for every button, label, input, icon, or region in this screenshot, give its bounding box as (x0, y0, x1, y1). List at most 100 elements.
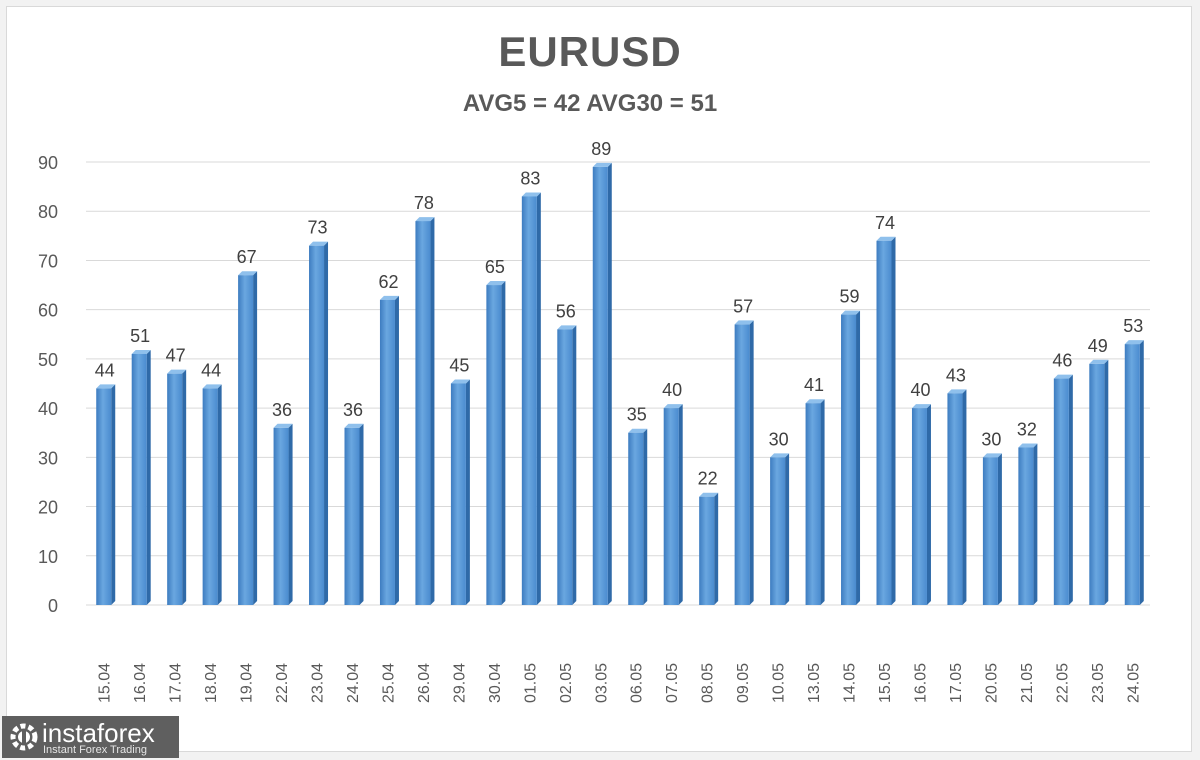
bar (770, 457, 786, 605)
bar-side (785, 453, 790, 605)
bar-side (146, 349, 151, 605)
bar-side (1033, 443, 1038, 605)
x-tick-label: 13.05 (806, 663, 823, 703)
data-label: 41 (804, 375, 824, 395)
x-tick-label: 23.04 (310, 663, 327, 703)
bar-top (521, 192, 541, 197)
data-label: 40 (662, 380, 682, 400)
bar (450, 383, 466, 605)
data-label: 65 (485, 257, 505, 277)
x-tick-label: 09.05 (735, 663, 752, 703)
data-label: 44 (95, 360, 115, 380)
y-tick-label: 50 (38, 350, 58, 370)
data-label: 30 (769, 429, 789, 449)
y-tick-label: 20 (38, 498, 58, 518)
bar (911, 408, 927, 605)
y-tick-label: 30 (38, 448, 58, 468)
bar-side (430, 217, 435, 606)
bar-top (344, 423, 364, 428)
bar (238, 275, 254, 605)
bar-side (359, 423, 364, 605)
y-tick-label: 60 (38, 301, 58, 321)
x-tick-label: 22.05 (1054, 663, 1071, 703)
x-tick-label: 24.04 (345, 663, 362, 703)
bar-top (947, 389, 967, 394)
bar-top (734, 320, 754, 325)
x-tick-label: 29.04 (451, 663, 468, 703)
bar (734, 324, 750, 605)
bar (876, 240, 892, 605)
x-tick-label: 20.05 (983, 663, 1000, 703)
x-tick-label: 18.04 (203, 663, 220, 703)
watermark-tagline: Instant Forex Trading (43, 744, 147, 756)
data-label: 62 (378, 272, 398, 292)
bar-side (607, 162, 612, 605)
x-tick-label: 22.04 (274, 663, 291, 703)
bar-side (678, 404, 683, 605)
x-tick-label: 26.04 (416, 663, 433, 703)
bar (947, 393, 963, 605)
bar-top (450, 379, 470, 384)
bar-top (309, 241, 329, 246)
bar (1089, 363, 1105, 605)
bar (663, 408, 679, 605)
bar-side (394, 295, 399, 605)
bar-side (926, 404, 931, 605)
bar-side (501, 281, 506, 605)
y-tick-label: 0 (48, 596, 58, 616)
data-label: 57 (733, 296, 753, 316)
bar-top (841, 310, 861, 315)
bar-top (876, 236, 896, 241)
x-tick-label: 25.04 (380, 663, 397, 703)
x-tick-label: 17.04 (168, 663, 185, 703)
data-label: 40 (910, 380, 930, 400)
bar (592, 166, 608, 605)
bar-top (167, 369, 187, 374)
bar (167, 373, 183, 605)
bar-top (273, 423, 293, 428)
instaforex-watermark: instaforex Instant Forex Trading (2, 716, 179, 758)
bar-side (572, 325, 577, 605)
data-label: 44 (201, 360, 221, 380)
bar-side (997, 453, 1002, 605)
bar-top (415, 217, 435, 222)
bar (699, 496, 715, 605)
bar-top (1124, 340, 1144, 345)
bar-top (982, 453, 1002, 458)
bar (1053, 378, 1069, 605)
x-tick-label: 23.05 (1090, 663, 1107, 703)
x-tick-label: 06.05 (629, 663, 646, 703)
x-tick-label: 07.05 (664, 663, 681, 703)
bar-top (486, 281, 506, 286)
bar (415, 221, 431, 606)
data-label: 36 (272, 400, 292, 420)
bar (486, 285, 502, 605)
bar-side (288, 423, 293, 605)
bar-top (96, 384, 116, 389)
data-label: 45 (449, 356, 469, 376)
bar-top (379, 295, 399, 300)
x-tick-label: 30.04 (487, 663, 504, 703)
bar (131, 353, 147, 605)
bar (805, 403, 821, 605)
data-label: 49 (1088, 336, 1108, 356)
bar-top (770, 453, 790, 458)
bar (841, 314, 857, 605)
x-tick-label: 14.05 (842, 663, 859, 703)
data-label: 53 (1123, 316, 1143, 336)
gear-logo-icon (10, 723, 38, 751)
data-label: 32 (1017, 419, 1037, 439)
data-label: 35 (627, 405, 647, 425)
x-tick-label: 02.05 (558, 663, 575, 703)
chart-subtitle: AVG5 = 42 AVG30 = 51 (462, 90, 718, 117)
x-tick-label: 03.05 (593, 663, 610, 703)
bar (1124, 344, 1140, 605)
data-label: 22 (698, 469, 718, 489)
data-label: 46 (1052, 351, 1072, 371)
bar-side (182, 369, 187, 605)
bar-side (749, 320, 754, 605)
bar-top (131, 349, 151, 354)
bar-top (699, 492, 719, 497)
bar-top (238, 271, 258, 276)
